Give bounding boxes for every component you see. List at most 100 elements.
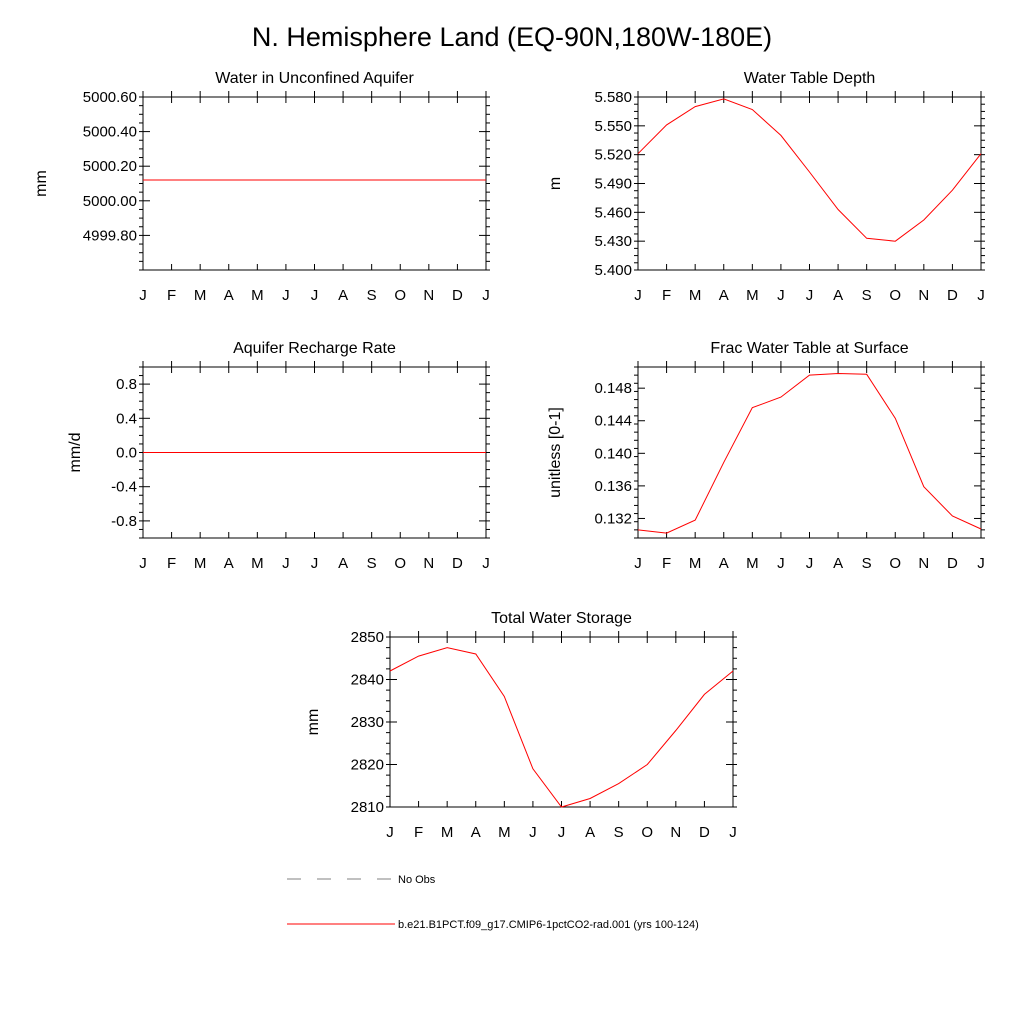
plot-frame	[637, 366, 982, 539]
x-tick-label: F	[167, 555, 176, 572]
x-tick-label: J	[558, 824, 566, 841]
chart-title: Water Table Depth	[744, 70, 876, 87]
x-tick-label: J	[977, 287, 985, 304]
y-tick-label: 0.136	[594, 478, 632, 495]
y-tick-label: 0.0	[116, 445, 137, 462]
y-tick-label: -0.4	[111, 479, 137, 496]
x-tick-label: O	[394, 287, 406, 304]
x-tick-label: A	[224, 287, 234, 304]
x-tick-label: N	[423, 555, 434, 572]
x-tick-label: J	[806, 555, 814, 572]
x-tick-label: J	[806, 287, 814, 304]
x-tick-label: A	[719, 555, 729, 572]
y-tick-label: 5.490	[594, 176, 632, 193]
x-tick-label: M	[498, 824, 511, 841]
x-tick-label: M	[194, 287, 207, 304]
x-tick-label: J	[634, 555, 642, 572]
x-tick-label: S	[367, 555, 377, 572]
x-tick-label: M	[689, 555, 702, 572]
y-tick-label: 5000.60	[83, 89, 137, 106]
y-tick-label: 5.400	[594, 262, 632, 279]
legend-label-run: b.e21.B1PCT.f09_g17.CMIP6-1pctCO2-rad.00…	[398, 919, 699, 931]
x-tick-label: S	[862, 555, 872, 572]
x-tick-label: A	[719, 287, 729, 304]
x-tick-label: A	[833, 287, 843, 304]
legend: No Obs b.e21.B1PCT.f09_g17.CMIP6-1pctCO2-…	[287, 874, 699, 931]
y-tick-label: 5000.00	[83, 193, 137, 210]
series-line	[637, 372, 982, 534]
chart-title: Total Water Storage	[491, 610, 632, 627]
x-tick-label: D	[947, 287, 958, 304]
y-tick-label: -0.8	[111, 513, 137, 530]
x-tick-label: A	[585, 824, 595, 841]
x-tick-label: J	[729, 824, 737, 841]
x-tick-label: O	[889, 555, 901, 572]
x-tick-label: O	[394, 555, 406, 572]
x-tick-label: J	[977, 555, 985, 572]
y-tick-label: 5000.40	[83, 124, 137, 141]
x-tick-label: J	[139, 555, 147, 572]
x-tick-label: D	[699, 824, 710, 841]
y-tick-label: 0.4	[116, 410, 137, 427]
y-tick-label: 5000.20	[83, 158, 137, 175]
x-tick-label: M	[194, 555, 207, 572]
series-line	[637, 98, 982, 242]
plot-frame	[389, 636, 734, 808]
x-tick-label: N	[670, 824, 681, 841]
x-tick-label: S	[614, 824, 624, 841]
y-tick-label: 5.520	[594, 147, 632, 164]
y-tick-label: 4999.80	[83, 227, 137, 244]
y-tick-label: 5.430	[594, 233, 632, 250]
x-tick-label: J	[634, 287, 642, 304]
x-tick-label: M	[251, 287, 264, 304]
plot-frame	[637, 96, 982, 271]
y-tick-label: 5.550	[594, 118, 632, 135]
x-tick-label: J	[311, 287, 319, 304]
x-tick-label: A	[338, 555, 348, 572]
x-tick-label: J	[777, 555, 785, 572]
x-tick-label: N	[423, 287, 434, 304]
x-tick-label: D	[452, 555, 463, 572]
x-tick-label: J	[482, 555, 490, 572]
chart-title: Aquifer Recharge Rate	[233, 340, 396, 357]
x-tick-label: J	[777, 287, 785, 304]
y-tick-label: 5.460	[594, 204, 632, 221]
plot-frame	[142, 96, 487, 271]
y-tick-label: 2820	[351, 757, 384, 774]
x-tick-label: J	[282, 287, 290, 304]
x-tick-label: S	[367, 287, 377, 304]
y-axis-label: mm	[33, 170, 50, 197]
y-axis-label: m	[547, 177, 564, 190]
chart-panel: Frac Water Table at Surface unitless [0-1…	[547, 340, 985, 572]
series-line	[389, 647, 734, 808]
legend-label-no-obs: No Obs	[398, 874, 436, 886]
y-tick-label: 0.140	[594, 445, 632, 462]
x-tick-label: O	[889, 287, 901, 304]
x-tick-label: J	[139, 287, 147, 304]
x-tick-label: O	[641, 824, 653, 841]
x-tick-label: N	[918, 287, 929, 304]
x-tick-label: J	[386, 824, 394, 841]
x-tick-label: F	[167, 287, 176, 304]
chart-title: Frac Water Table at Surface	[710, 340, 908, 357]
chart-title: Water in Unconfined Aquifer	[215, 70, 414, 87]
y-tick-label: 0.144	[594, 413, 632, 430]
x-tick-label: A	[338, 287, 348, 304]
x-tick-label: S	[862, 287, 872, 304]
x-tick-label: M	[441, 824, 454, 841]
x-tick-label: F	[662, 555, 671, 572]
x-tick-label: J	[529, 824, 537, 841]
y-axis-label: mm/d	[67, 433, 84, 473]
x-tick-label: M	[746, 555, 759, 572]
figure-title: N. Hemisphere Land (EQ-90N,180W-180E)	[251, 22, 773, 52]
x-tick-label: D	[452, 287, 463, 304]
x-tick-label: M	[689, 287, 702, 304]
y-axis-label: unitless [0-1]	[547, 407, 564, 498]
y-tick-label: 2810	[351, 799, 384, 816]
x-tick-label: F	[414, 824, 423, 841]
y-tick-label: 0.132	[594, 510, 632, 527]
y-tick-label: 0.148	[594, 380, 632, 397]
